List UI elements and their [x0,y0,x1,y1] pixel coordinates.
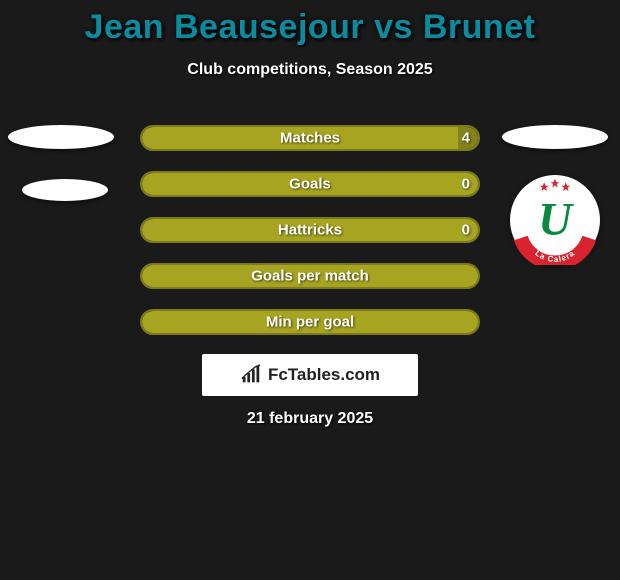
right-player-oval [502,125,608,149]
bar-chart-icon [240,364,262,386]
left-player-oval-1 [8,125,114,149]
page-subtitle: Club competitions, Season 2025 [0,61,620,79]
stat-value-right: 0 [462,176,470,193]
page-title: Jean Beausejour vs Brunet [0,0,620,47]
stat-row-goals: Goals 0 [140,171,480,197]
club-badge: U La Calera [510,175,600,265]
stat-label: Min per goal [140,314,480,331]
stat-row-hattricks: Hattricks 0 [140,217,480,243]
stat-label: Hattricks [140,222,480,239]
stat-value-right: 4 [462,130,470,147]
left-player-oval-2 [22,179,108,201]
stat-label: Matches [140,130,480,147]
stat-label: Goals per match [140,268,480,285]
svg-text:U: U [538,193,574,245]
snapshot-date: 21 february 2025 [0,410,620,428]
stat-row-min-per-goal: Min per goal [140,309,480,335]
branding: FcTables.com [202,354,418,396]
right-player-placeholders [494,125,614,149]
stat-value-right: 0 [462,222,470,239]
branding-text: FcTables.com [268,365,380,385]
stats-bars: Matches 4 Goals 0 Hattricks 0 Goals per … [140,125,480,355]
stat-label: Goals [140,176,480,193]
left-player-placeholders [8,125,128,231]
stat-row-matches: Matches 4 [140,125,480,151]
stat-row-goals-per-match: Goals per match [140,263,480,289]
